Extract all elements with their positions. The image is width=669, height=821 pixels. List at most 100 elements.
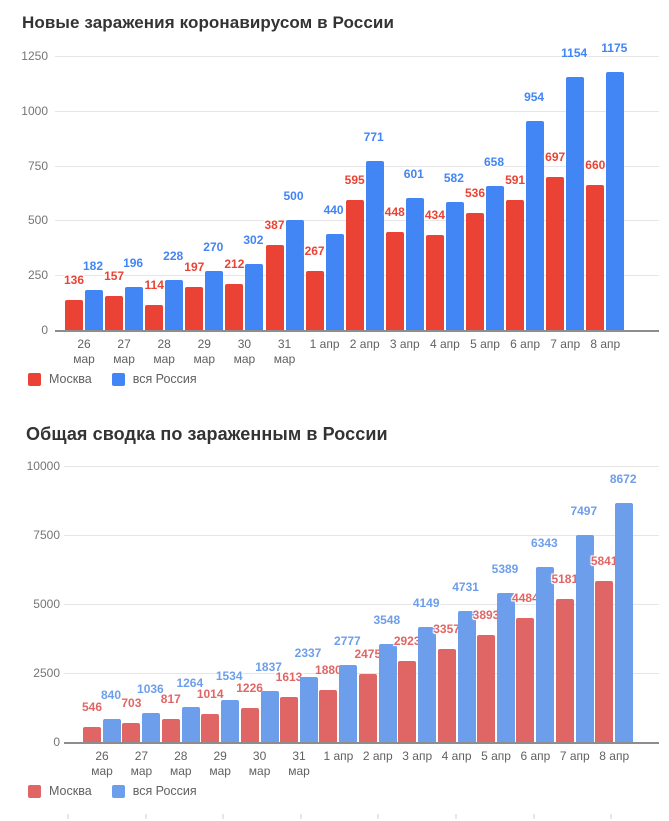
x-tick-label: 8 апр xyxy=(590,337,621,351)
y-tick-label: 1250 xyxy=(21,49,48,63)
bar-russia xyxy=(497,593,515,742)
bar-value-label: 658 xyxy=(483,154,505,169)
bar-moscow xyxy=(466,212,484,330)
bar-russia xyxy=(165,280,184,330)
y-tick-label: 0 xyxy=(53,735,60,749)
legend-swatch-moscow xyxy=(28,372,41,386)
bar-moscow xyxy=(185,286,204,330)
x-tick-label: 27 мар xyxy=(113,337,135,366)
bar-value-label: 595 xyxy=(344,172,365,187)
gridline xyxy=(55,275,659,277)
y-tick-label: 500 xyxy=(27,213,48,228)
bar-moscow xyxy=(122,722,141,742)
legend-label-moscow: Москва xyxy=(49,372,92,386)
y-tick-label: 10000 xyxy=(26,459,60,473)
bar-value-label: 4149 xyxy=(412,596,440,611)
x-tick-label: 3 апр xyxy=(389,337,420,351)
bar-russia xyxy=(418,627,437,742)
partial-next-chart-mark xyxy=(299,814,302,819)
bar-value-label: 212 xyxy=(224,256,245,271)
bar-value-label: 2337 xyxy=(294,646,322,661)
bar-russia xyxy=(566,77,585,330)
x-tick-label: 29 мар xyxy=(209,749,231,778)
bar-value-label: 440 xyxy=(323,202,344,217)
partial-next-chart-mark xyxy=(67,814,69,819)
y-tick-label: 2500 xyxy=(33,666,60,680)
bar-value-label: 3548 xyxy=(373,613,401,628)
x-axis-baseline xyxy=(55,330,659,332)
x-tick-label: 30 мар xyxy=(248,749,271,778)
bar-moscow xyxy=(425,234,444,330)
y-tick-label: 7500 xyxy=(33,528,60,542)
bar-value-label: 660 xyxy=(585,158,606,173)
bar-value-label: 500 xyxy=(283,189,304,204)
gridline xyxy=(64,466,659,467)
bar-russia xyxy=(339,665,358,742)
bar-moscow xyxy=(83,726,101,742)
gridline xyxy=(55,110,659,112)
bar-value-label: 114 xyxy=(144,278,164,292)
gridline xyxy=(55,165,659,167)
x-tick-label: 31 мар xyxy=(273,337,296,366)
bar-moscow xyxy=(65,300,83,330)
x-tick-label: 30 мар xyxy=(233,337,256,366)
x-tick-label: 1 апр xyxy=(309,337,340,351)
legend-swatch-russia xyxy=(111,784,125,798)
bar-value-label: 601 xyxy=(403,167,424,182)
gridline xyxy=(64,673,659,674)
chart-title-new-infections: Новые заражения коронавирусом в России xyxy=(22,13,394,32)
bar-value-label: 591 xyxy=(505,173,526,188)
bar-moscow xyxy=(225,283,244,330)
x-tick-label: 29 мар xyxy=(193,337,216,366)
bar-russia xyxy=(606,72,625,330)
x-tick-label: 26 мар xyxy=(73,337,95,366)
legend-label-russia: вся Россия xyxy=(132,372,197,386)
legend-swatch-moscow xyxy=(28,784,41,798)
legend-swatch-russia xyxy=(111,372,125,386)
legend-total-cases: Москва вся Россия xyxy=(28,784,217,798)
x-tick-label: 3 апр xyxy=(402,749,433,763)
bar-value-label: 2777 xyxy=(334,634,361,649)
bar-value-label: 197 xyxy=(184,259,205,274)
bar-russia xyxy=(285,220,304,330)
bar-value-label: 1837 xyxy=(255,660,282,675)
x-tick-label: 27 мар xyxy=(130,749,153,778)
bar-moscow xyxy=(240,708,259,742)
legend-new-infections: Москва вся Россия xyxy=(28,372,217,386)
bar-moscow xyxy=(595,580,614,742)
bar-russia xyxy=(378,644,397,742)
bar-russia xyxy=(205,270,224,330)
y-tick-label: 250 xyxy=(27,268,48,283)
x-tick-label: 28 мар xyxy=(169,749,192,778)
bar-value-label: 6343 xyxy=(531,535,558,550)
bar-value-label: 1175 xyxy=(601,41,628,56)
bar-value-label: 5389 xyxy=(491,562,519,577)
x-tick-label: 7 апр xyxy=(559,749,590,763)
bar-moscow xyxy=(265,245,284,330)
bar-russia xyxy=(85,290,103,330)
bar-moscow xyxy=(546,177,565,330)
bar-russia xyxy=(103,718,121,742)
x-tick-label: 1 апр xyxy=(323,749,354,763)
bar-russia xyxy=(536,566,555,742)
bar-moscow xyxy=(280,697,298,742)
bar-moscow xyxy=(398,661,417,742)
bar-value-label: 4484 xyxy=(512,591,539,606)
bar-moscow xyxy=(145,305,164,330)
bar-russia xyxy=(245,263,264,330)
bar-value-label: 2923 xyxy=(393,634,421,649)
partial-next-chart-mark xyxy=(610,814,613,819)
bar-value-label: 5181 xyxy=(551,572,579,586)
bar-moscow xyxy=(358,673,377,742)
x-tick-label: 5 апр xyxy=(481,749,511,763)
x-axis-baseline xyxy=(64,742,659,744)
y-tick-label: 0 xyxy=(41,323,48,337)
bar-value-label: 196 xyxy=(123,256,144,271)
bar-value-label: 448 xyxy=(384,204,405,219)
bar-value-label: 1880 xyxy=(315,663,342,678)
bar-russia xyxy=(405,198,424,330)
bar-moscow xyxy=(437,649,456,742)
